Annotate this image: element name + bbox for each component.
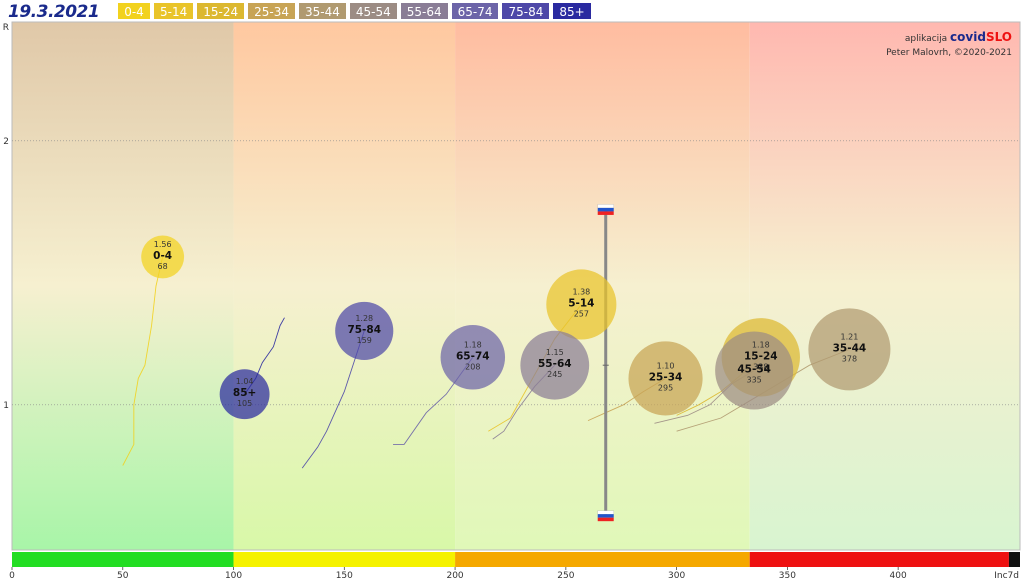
- incidence-zone-bar: [749, 552, 1009, 567]
- slovenia-flag-white: [597, 510, 614, 515]
- bubble-r-label: 1.56: [154, 240, 172, 249]
- bubble-25-34: [628, 341, 703, 416]
- slovenia-flag-blue: [597, 514, 614, 518]
- bubble-65-74: [440, 325, 506, 390]
- bubble-name-label: 75-84: [347, 324, 381, 336]
- bubble-5-14: [546, 269, 617, 340]
- y-tick-label: 2: [3, 137, 9, 147]
- legend-item-5-14[interactable]: 5-14: [153, 2, 195, 20]
- legend-item-0-4[interactable]: 0-4: [117, 2, 151, 20]
- date-label: 19.3.2021: [8, 2, 100, 22]
- bubble-inc-label: 378: [842, 354, 857, 363]
- legend-item-55-64[interactable]: 55-64: [399, 2, 449, 20]
- bubble-name-label: 15-24: [744, 350, 778, 362]
- legend-item-65-74[interactable]: 65-74: [450, 2, 500, 20]
- bubble-name-label: 5-14: [568, 297, 594, 309]
- legend-item-15-24[interactable]: 15-24: [196, 2, 246, 20]
- x-tick-label: 400: [890, 571, 907, 581]
- bubble-r-label: 1.18: [464, 340, 482, 349]
- age-group-legend: 0-4 5-14 15-24 25-34 35-44 45-54 55-64 65-74 75-…: [117, 2, 592, 20]
- bubble-name-label: 45-54: [737, 363, 771, 375]
- bubble-inc-label: 105: [237, 399, 252, 408]
- bubble-inc-label: 295: [658, 383, 673, 392]
- slovenia-flag-blue: [597, 207, 614, 212]
- trail-75-84: [301, 330, 365, 469]
- bubble-85+: [219, 369, 270, 420]
- app-name-covid: covid: [950, 30, 986, 44]
- bubble-name-label: 0-4: [153, 250, 172, 262]
- x-tick-label: 250: [557, 571, 574, 581]
- trail-0-4: [122, 256, 164, 466]
- bubble-inc-label: 245: [547, 370, 562, 379]
- bubble-name-label: 65-74: [456, 350, 490, 362]
- x-tick-label: 350: [779, 571, 796, 581]
- bg-zone: [749, 22, 1020, 550]
- app-credit: aplikacija covidSLO: [886, 30, 1012, 46]
- bubble-0-4: [141, 235, 185, 279]
- x-tick-label: 300: [668, 571, 685, 581]
- bubble-75-84: [335, 301, 394, 360]
- x-tick-label: 100: [225, 571, 242, 581]
- legend-item-45-54[interactable]: 45-54: [348, 2, 398, 20]
- bubble-35-44: [808, 308, 891, 391]
- bubble-inc-label: 68: [158, 262, 168, 271]
- x-tick-label: 50: [117, 571, 129, 581]
- bubble-name-label: 55-64: [538, 358, 572, 370]
- bubble-55-64: [520, 330, 590, 400]
- plot-border: [11, 21, 1021, 551]
- app-prefix: aplikacija: [904, 34, 948, 44]
- bubble-name-label: 25-34: [649, 371, 683, 383]
- bubble-r-label: 1.38: [572, 287, 590, 296]
- x-axis-label: Inc7d: [994, 571, 1019, 581]
- incidence-zone-bar: [455, 552, 750, 567]
- bg-zone: [12, 22, 234, 550]
- bg-zone: [233, 22, 456, 550]
- bubble-r-label: 1.21: [841, 332, 859, 341]
- slovenia-flag-red: [597, 211, 614, 215]
- legend-item-25-34[interactable]: 25-34: [247, 2, 296, 20]
- bubble-inc-label: 257: [574, 309, 589, 318]
- incidence-zone-bar: [1008, 552, 1020, 567]
- bubble-inc-label: 208: [465, 362, 480, 371]
- y-axis-label: R: [3, 23, 9, 33]
- legend-item-75-84[interactable]: 75-84: [501, 2, 551, 20]
- incidence-zone-bar: [233, 552, 456, 567]
- y-tick-label: 1: [3, 401, 9, 411]
- credit-box: aplikacija covidSLO Peter Malovrh, ©2020…: [886, 30, 1012, 60]
- x-tick-label: 200: [446, 571, 463, 581]
- bubble-45-54: [715, 331, 794, 410]
- bubble-inc-label: 338: [753, 362, 768, 371]
- slovenia-flag-red: [597, 517, 614, 522]
- bubble-r-label: 1.28: [355, 314, 373, 323]
- bubble-inc-label: 335: [747, 375, 762, 384]
- bubble-name-label: 35-44: [833, 342, 867, 354]
- bubble-inc-label: 159: [357, 336, 372, 345]
- x-tick-label: 0: [9, 571, 15, 581]
- app-name-slo: SLO: [985, 30, 1012, 44]
- legend-item-35-44[interactable]: 35-44: [297, 2, 347, 20]
- legend-item-85+[interactable]: 85+: [552, 2, 592, 20]
- slovenia-flag-white: [597, 204, 614, 209]
- bubble-r-label: 1.15: [546, 348, 564, 357]
- incidence-zone-bar: [12, 552, 234, 567]
- bubble-r-label: 1.18: [752, 340, 770, 349]
- bubble-r-label: 1.04: [236, 377, 254, 386]
- author-credit: Peter Malovrh, ©2020-2021: [886, 48, 1012, 58]
- x-tick-label: 150: [336, 571, 353, 581]
- bubble-name-label: 85+: [233, 387, 256, 399]
- bubble-r-label: 1.10: [657, 361, 675, 370]
